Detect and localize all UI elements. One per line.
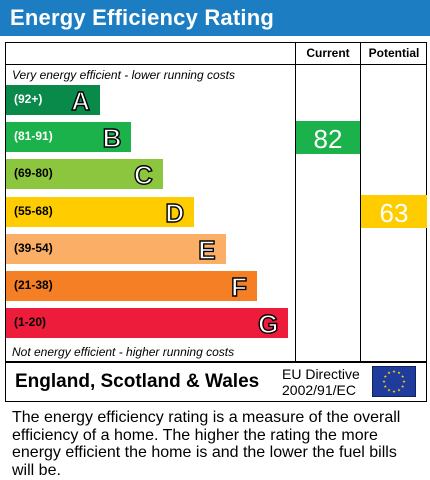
band-range-label: (69-80): [14, 166, 53, 181]
eu-star-icon: [401, 384, 405, 388]
eu-star-icon: [383, 384, 387, 388]
eu-star-icon: [392, 389, 396, 393]
band-range-label: (39-54): [14, 240, 53, 255]
region-label: England, Scotland & Wales: [15, 371, 260, 392]
band-letter-label: E: [198, 234, 217, 265]
column-divider-potential: [360, 42, 361, 362]
band-letter-label: D: [165, 197, 185, 228]
band-range-label: (92+): [14, 92, 43, 106]
note-top: Very energy efficient - lower running co…: [12, 68, 235, 82]
potential-rating-value: 63: [379, 198, 409, 229]
band-letter-label: F: [230, 271, 247, 302]
current-rating-value: 82: [313, 123, 343, 154]
column-header-current: Current: [306, 46, 350, 60]
eu-star-icon: [387, 388, 391, 392]
eu-star-icon: [382, 379, 386, 383]
potential-rating-arrow: 63: [361, 195, 427, 229]
band-letter-label: A: [71, 85, 91, 116]
band-range-label: (21-38): [14, 278, 53, 292]
column-header-potential: Potential: [368, 46, 420, 60]
band-range-label: (81-91): [14, 129, 53, 144]
band-b: (81-91) B: [6, 122, 132, 154]
eu-star-icon: [392, 369, 396, 373]
note-bottom: Not energy efficient - higher running co…: [12, 345, 235, 359]
band-letter-label: C: [133, 160, 153, 191]
chart-title: Energy Efficiency Rating: [10, 5, 274, 30]
current-rating-arrow: 82: [296, 120, 360, 154]
band-letter-label: B: [102, 122, 122, 154]
band-c: (69-80) C: [6, 159, 163, 191]
eu-star-icon: [387, 371, 391, 375]
eu-star-icon: [383, 374, 387, 378]
header-bar: Energy Efficiency Rating: [0, 0, 430, 36]
eu-star-icon: [397, 371, 401, 375]
eu-directive-label: EU Directive: [282, 366, 360, 382]
band-range-label: (1-20): [14, 315, 47, 330]
eu-flag-icon: [372, 366, 416, 397]
eu-star-icon: [401, 374, 405, 378]
eu-directive-number: 2002/91/EC: [282, 382, 356, 398]
column-divider-current: [295, 42, 296, 362]
band-letter-label: G: [257, 308, 279, 340]
footer-box: [5, 362, 427, 402]
footer-divider-top: [5, 362, 427, 363]
eu-star-icon: [397, 388, 401, 392]
description-text: The energy efficiency rating is a measur…: [12, 409, 401, 479]
header-row-divider: [5, 64, 427, 65]
band-g: (1-20) G: [6, 308, 289, 340]
band-d: (55-68) D: [6, 196, 195, 228]
band-e: (39-54) E: [6, 233, 226, 265]
band-a: (92+) A: [6, 85, 100, 117]
band-range-label: (55-68): [14, 203, 53, 218]
band-f: (21-38) F: [6, 271, 257, 303]
eu-star-icon: [402, 379, 406, 383]
